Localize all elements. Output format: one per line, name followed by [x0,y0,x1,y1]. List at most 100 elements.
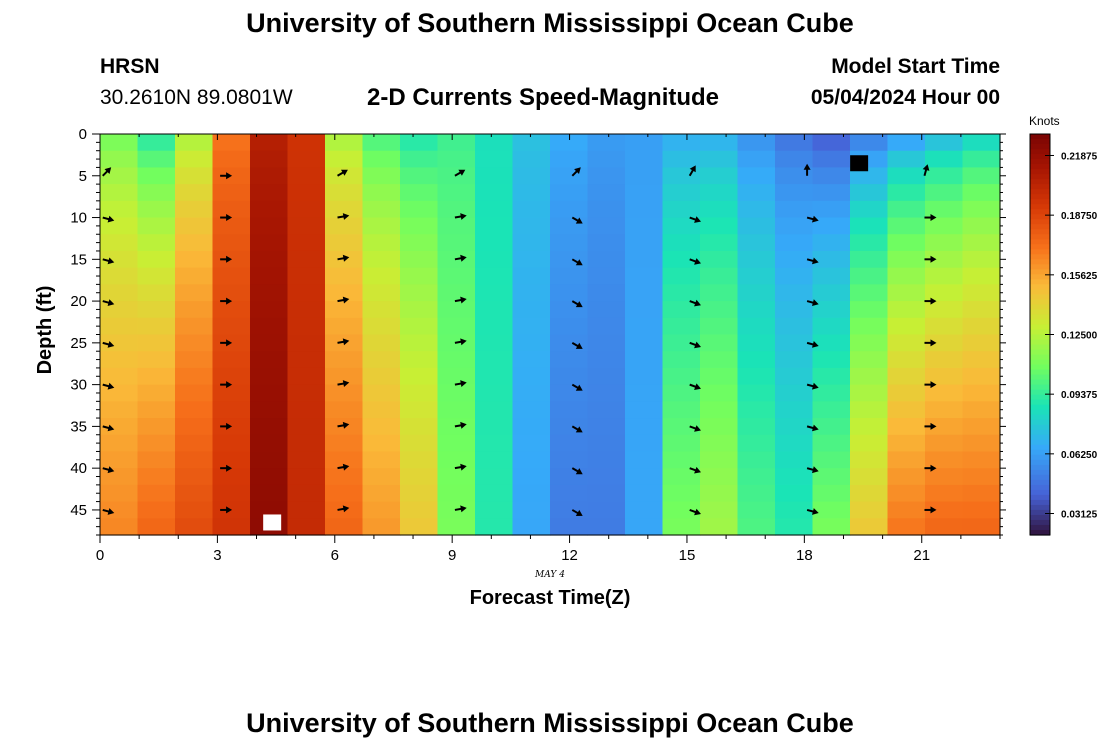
heatmap-cell [812,384,851,402]
heatmap-cell [250,401,289,419]
heatmap-cell [137,267,176,285]
colorbar-segment [1030,359,1050,366]
colorbar-segment [1030,364,1050,371]
heatmap-cell [812,351,851,369]
heatmap-cell [887,167,926,185]
arrow-head [694,258,701,265]
heatmap-cell [437,401,476,419]
heatmap-cell [625,134,664,152]
current-arrow [689,299,701,307]
heatmap-cell [700,150,739,169]
heatmap-cell [100,518,139,536]
heatmap-cell [175,217,214,235]
heatmap-cell [250,384,289,402]
heatmap-cell [512,200,551,219]
colorbar-segment [1030,519,1050,526]
heatmap-cell [362,501,401,519]
current-arrow [806,299,819,306]
current-arrow [102,167,112,177]
heatmap-cell [662,468,701,486]
current-arrow [571,300,583,308]
heatmap-cell [512,284,551,302]
arrow-head [107,257,115,265]
heatmap-cell [775,367,814,386]
heatmap-cell [662,184,701,202]
heatmap-cell [700,267,739,285]
heatmap-cell [287,167,326,185]
heatmap-cell [137,184,176,202]
heatmap-cell [250,468,289,486]
heatmap-cell [137,167,176,185]
heatmap-cell [737,451,776,469]
heatmap-cell [850,484,889,503]
heatmap-cell [700,134,739,152]
heatmap-cell [775,384,814,402]
heatmap-cell [962,267,1001,285]
heatmap-cell [325,200,364,219]
heatmap-cell [775,200,814,219]
current-arrow [220,297,233,305]
heatmap-cell [587,150,626,169]
heatmap-cell [925,134,964,152]
heatmap-cell [812,451,851,469]
heatmap-cell [850,351,889,369]
colorbar-segment [1030,354,1050,361]
current-arrow [806,382,819,390]
heatmap-cell [925,451,964,469]
colorbar-segment [1030,459,1050,466]
colorbar-segment [1030,369,1050,376]
colorbar-segment [1030,339,1050,346]
heatmap-cell [550,167,589,185]
heatmap-cell [287,434,326,453]
heatmap-cell [925,351,964,369]
heatmap-cell [737,367,776,386]
heatmap-cell [625,334,664,352]
heatmap-cell [175,317,214,336]
heatmap-cell [662,367,701,386]
heatmap-cell [962,234,1001,252]
current-arrow [806,215,819,223]
heatmap-cell [362,334,401,352]
heatmap-cell [850,134,889,152]
heatmap-cell [662,317,701,336]
missing-cells [263,155,869,531]
heatmap-cell [175,250,214,269]
colorbar-segment [1030,264,1050,270]
current-arrow [220,381,233,389]
heatmap-cell [250,167,289,185]
current-arrow [806,257,819,265]
heatmap-cell [962,134,1001,152]
heatmap-cell [587,234,626,252]
heatmap-cell [100,200,139,219]
heatmap-cell [287,267,326,285]
colorbar-segment [1030,304,1050,311]
current-arrow [454,463,467,471]
colorbar-segment [1030,144,1050,150]
heatmap-cell [512,367,551,386]
heatmap-cell [287,134,326,152]
colorbar-tick-label: 0.03125 [1061,510,1098,521]
heatmap-cell [625,250,664,269]
heatmap-cell [212,484,251,503]
heatmap-cell [812,250,851,269]
heatmap-cell [475,167,514,185]
heatmap-cell [100,267,139,285]
heatmap-cell [175,134,214,152]
heatmap-cell [737,334,776,352]
y-tick-label: 25 [70,335,87,352]
heatmap-cell [662,200,701,219]
heatmap-cell [175,301,214,319]
heatmap-cell [512,250,551,269]
heatmap-cell [850,317,889,336]
x-axis: 0 3 6 9 12 15 18 21 [96,134,1001,564]
heatmap-cell [887,518,926,536]
heatmap-cell [400,134,439,152]
heatmap-cell [812,334,851,352]
colorbar-segment [1030,414,1050,421]
colorbar-segment [1030,289,1050,295]
heatmap-cell [437,367,476,386]
current-arrow [689,425,701,432]
heatmap-cell [737,418,776,436]
heatmap-cell [137,317,176,336]
heatmap-cell [212,384,251,402]
